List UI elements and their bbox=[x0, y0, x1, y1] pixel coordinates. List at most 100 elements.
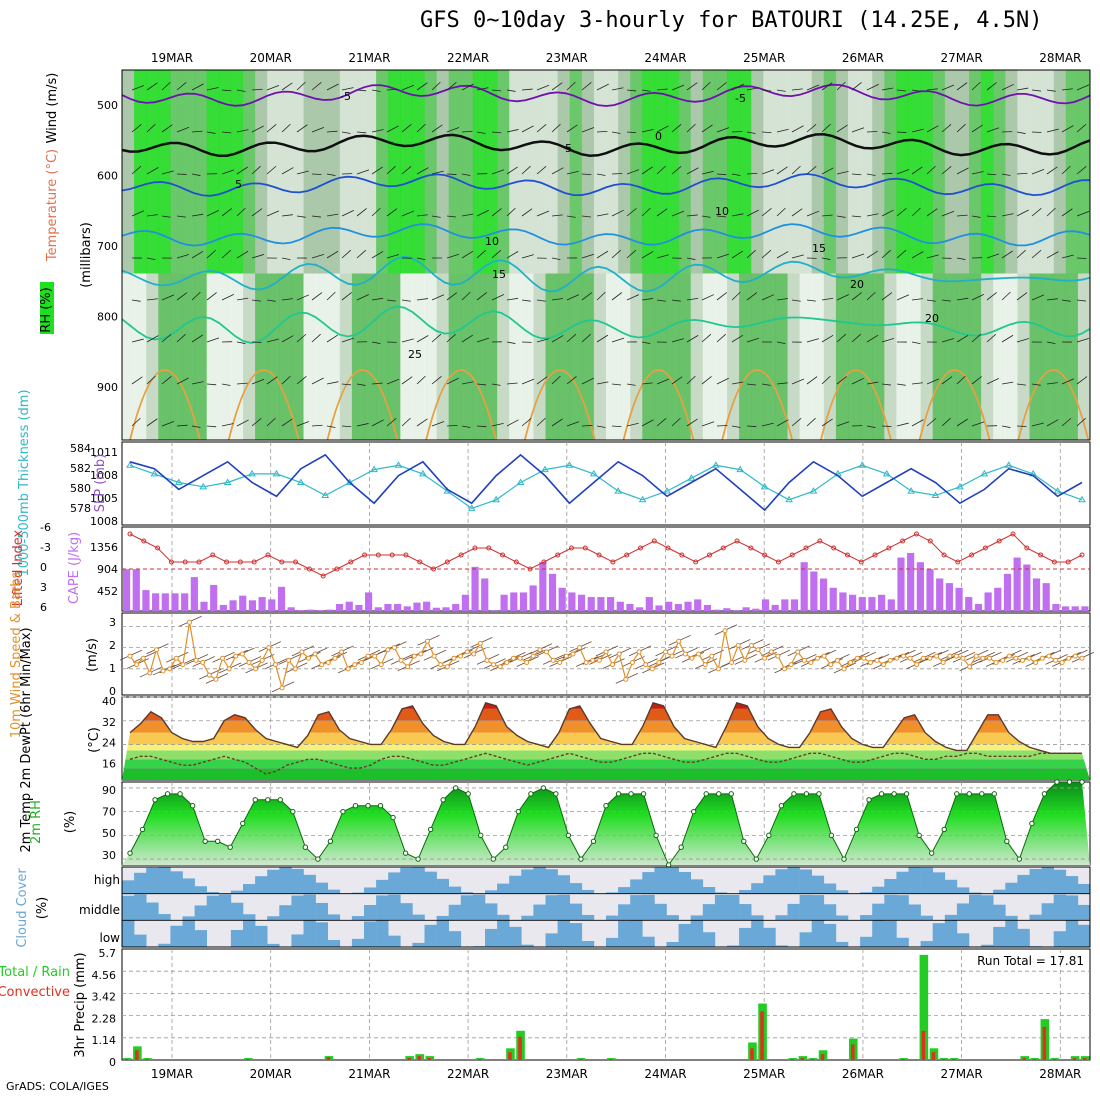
wind-barb bbox=[641, 419, 654, 427]
wind-barb bbox=[551, 167, 564, 175]
wind-barb bbox=[536, 299, 546, 302]
cloud-cell bbox=[690, 915, 704, 921]
wind-barb bbox=[506, 419, 519, 427]
wind-barb bbox=[326, 291, 336, 301]
page-title: GFS 0~10day 3-hourly for BATOURI (14.25E… bbox=[420, 8, 1043, 33]
cape-bar bbox=[636, 607, 644, 611]
cloud-cell bbox=[509, 926, 522, 947]
wind10-marker bbox=[378, 662, 384, 668]
cloud-cell bbox=[920, 915, 933, 921]
rh-column bbox=[884, 273, 897, 440]
lifted-index-marker bbox=[141, 538, 147, 544]
wind-barb bbox=[671, 165, 682, 175]
slp-right-tick: 1005 bbox=[90, 492, 118, 505]
wind-barb bbox=[461, 334, 474, 343]
upper-ylabel-mb: (millibars) bbox=[79, 222, 94, 288]
rh-column bbox=[170, 70, 183, 274]
rh-marker bbox=[728, 791, 734, 797]
temp-tick: 16 bbox=[102, 757, 116, 770]
wind-barb bbox=[401, 299, 411, 302]
top-date-label: 19MAR bbox=[151, 51, 193, 65]
rh-marker bbox=[302, 844, 309, 850]
cloud-cell bbox=[436, 915, 449, 921]
rh-marker bbox=[352, 803, 359, 809]
cloud-cell bbox=[279, 867, 292, 894]
wind10-marker bbox=[352, 662, 358, 668]
cloud-cell bbox=[1029, 868, 1042, 894]
wind10-marker bbox=[1033, 659, 1039, 665]
wind-barb bbox=[296, 376, 307, 385]
wind10-marker bbox=[239, 651, 245, 657]
wind10-marker bbox=[881, 662, 887, 668]
wind-barb bbox=[296, 81, 306, 91]
rh-marker bbox=[841, 856, 847, 862]
temp-line bbox=[129, 702, 1082, 754]
rh-marker bbox=[615, 791, 622, 797]
wind-barb bbox=[1076, 210, 1090, 217]
upper-ytick-label: 800 bbox=[97, 311, 118, 324]
rh-column bbox=[339, 273, 353, 440]
rh-column bbox=[775, 273, 788, 440]
wind-barb bbox=[956, 375, 966, 385]
top-date-label: 21MAR bbox=[348, 51, 390, 65]
wind-barb bbox=[971, 81, 981, 91]
wind-barb bbox=[176, 254, 189, 259]
rh-tick: 30 bbox=[102, 849, 116, 862]
slp-frame bbox=[121, 441, 1091, 526]
rh-column bbox=[448, 273, 462, 440]
lifted-index-marker bbox=[458, 552, 464, 558]
cloud-cell bbox=[291, 868, 304, 894]
wind-barb bbox=[926, 378, 940, 385]
wind10-marker bbox=[425, 638, 430, 644]
wind-barb bbox=[1016, 131, 1026, 134]
wind10-marker bbox=[504, 659, 510, 665]
wind-barb bbox=[191, 250, 204, 259]
wind-barb bbox=[461, 213, 474, 217]
cape-left-tick: 3 bbox=[40, 581, 47, 594]
wind-barb bbox=[986, 173, 997, 176]
wind-barb bbox=[176, 333, 186, 343]
slp-right-tick: 1008 bbox=[90, 469, 118, 482]
thickness-marker bbox=[248, 469, 256, 477]
wind-barb bbox=[176, 126, 190, 133]
lifted-index-marker bbox=[582, 545, 588, 551]
wind-barb bbox=[686, 82, 698, 91]
wind-barb bbox=[866, 83, 879, 91]
rh-column bbox=[182, 70, 196, 274]
rh-column bbox=[799, 70, 813, 274]
rh-legend-swatch bbox=[40, 282, 54, 334]
top-date-label: 26MAR bbox=[842, 51, 884, 65]
wind10-marker bbox=[563, 653, 569, 659]
wind-barb bbox=[296, 170, 309, 175]
cloud-cell bbox=[714, 892, 728, 894]
wind-barb bbox=[131, 165, 142, 175]
cloud-cell bbox=[170, 871, 183, 894]
wind-barb bbox=[1061, 417, 1072, 427]
rh-column bbox=[727, 70, 740, 274]
rh-column bbox=[848, 273, 861, 440]
wind-barb bbox=[986, 292, 997, 301]
rh-column bbox=[1029, 273, 1043, 440]
wind-barb bbox=[221, 89, 232, 92]
wind10-marker bbox=[127, 653, 133, 659]
wind-barb bbox=[881, 87, 894, 91]
wind-barb bbox=[416, 375, 426, 385]
cloud-cell bbox=[618, 920, 631, 947]
wind-barb bbox=[686, 123, 696, 133]
wind-barb bbox=[806, 123, 817, 133]
thickness-marker bbox=[882, 469, 891, 477]
wind-barb bbox=[821, 167, 834, 175]
thickness-marker bbox=[663, 487, 671, 494]
wind-barb bbox=[266, 376, 278, 385]
lifted-index-marker bbox=[596, 552, 602, 558]
precip-conv-bar bbox=[508, 1052, 512, 1060]
wind-barb bbox=[941, 123, 952, 133]
wind10-marker bbox=[206, 672, 212, 678]
thickness-marker bbox=[150, 469, 159, 477]
thickness-marker bbox=[467, 504, 476, 511]
wind-barb bbox=[461, 291, 471, 301]
rh-marker bbox=[703, 791, 709, 797]
wind-barb bbox=[896, 89, 907, 92]
rh-marker bbox=[465, 791, 471, 797]
thickness-marker bbox=[516, 478, 525, 485]
